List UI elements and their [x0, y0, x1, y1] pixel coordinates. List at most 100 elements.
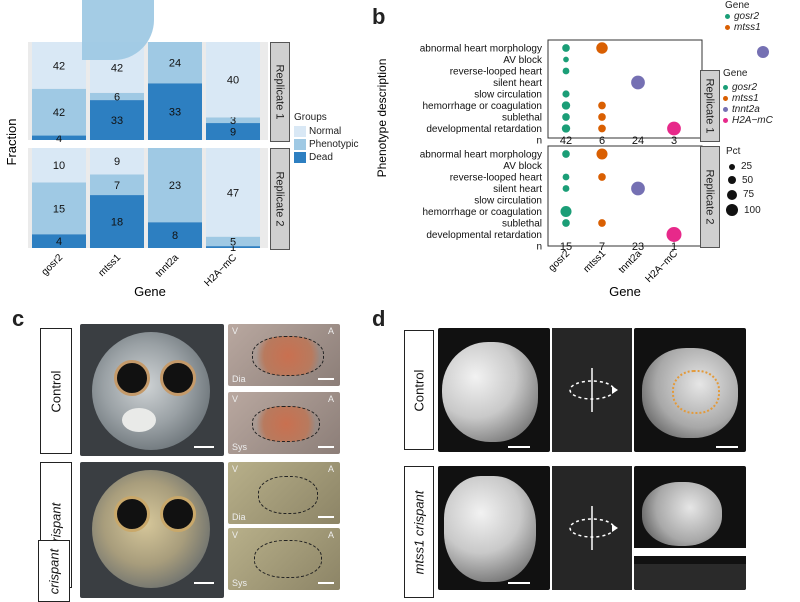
dot-point	[596, 42, 608, 54]
bar-value-label: 40	[227, 75, 239, 87]
bar-value-label: 6	[114, 91, 120, 103]
rotate-arrow-icon	[569, 506, 618, 550]
pct-legend: Pct 25 50 75 100	[726, 146, 800, 218]
row-label-text: mtss1 crispant	[411, 490, 427, 574]
heart-image-control-diastole: V A Dia	[228, 324, 340, 386]
dot-point	[562, 219, 570, 227]
bar-value-label: 7	[114, 180, 120, 192]
bar-segment	[148, 222, 202, 248]
legend: Groups Normal Phenotypic Dead	[294, 112, 360, 165]
legend-label: gosr2	[734, 11, 760, 22]
legend-item: Dead	[294, 152, 360, 163]
dot-point	[562, 90, 570, 98]
dot-point	[598, 113, 606, 121]
facet-label: Replicate 1	[274, 64, 287, 120]
y-tick-label: sublethal	[502, 113, 542, 124]
y-tick-label: reverse-looped heart	[450, 67, 542, 78]
facet-label: Replicate 1	[704, 78, 717, 134]
rotation-diagram-crispant	[552, 466, 632, 590]
bar-segment	[32, 88, 86, 136]
legend-item: H2A−mC	[723, 115, 800, 126]
bar-segment	[206, 148, 260, 237]
heart-image-crispant-systole: V A Sys	[228, 528, 340, 590]
bar-value-label: 33	[169, 107, 181, 119]
y-tick-label: sublethal	[502, 219, 542, 230]
bar-segment	[206, 42, 260, 118]
y-tick-label: silent heart	[493, 184, 542, 195]
legend-size-dot	[729, 163, 735, 170]
legend-dot	[723, 107, 728, 112]
dot-point	[667, 121, 681, 136]
bar-value-label: 42	[53, 107, 65, 119]
legend-size-dot	[726, 204, 738, 216]
bar-value-label: 3	[230, 115, 236, 127]
x-axis-label: Gene	[609, 284, 641, 299]
bar-value-label: 42	[111, 62, 123, 74]
y-tick-label: abnormal heart morphology	[420, 150, 542, 161]
facet-strip-replicate-2: Replicate 2	[270, 148, 290, 250]
dot-point	[560, 205, 572, 218]
row-label-text: Control	[48, 370, 64, 412]
bar-segment	[32, 182, 86, 235]
bar-value-label: 9	[230, 127, 236, 139]
row-label-text: crispant	[46, 548, 62, 594]
embryo-image-control	[80, 324, 224, 456]
bar-segment	[32, 42, 86, 89]
panel-letter: c	[12, 306, 25, 331]
bar-value-label: 9	[114, 156, 120, 168]
legend-swatch	[294, 152, 306, 163]
legend-item: mtss1	[723, 93, 800, 104]
bar-segment	[90, 100, 144, 140]
dot-point	[561, 124, 571, 133]
legend-item: 25	[726, 160, 800, 173]
dot-point	[666, 227, 682, 242]
atrium-label: A	[327, 394, 334, 404]
x-tick-label: mtss1	[96, 252, 123, 279]
legend-item: 75	[726, 187, 800, 202]
bar-segment	[206, 117, 260, 124]
y-tick-label: slow circulation	[474, 196, 542, 207]
facet-strip-replicate-2: Replicate 2	[700, 146, 720, 248]
bar-segment	[148, 148, 202, 223]
dot-point	[596, 148, 608, 160]
y-tick-label: hemorrhage or coagulation	[422, 101, 542, 112]
y-tick-label: AV block	[503, 161, 543, 172]
y-tick-label: n	[536, 136, 542, 147]
legend-title: Groups	[294, 112, 327, 123]
legend-item: 50	[726, 173, 800, 187]
legend-title: Pct	[726, 146, 741, 157]
gene-legend: Gene gosr2 mtss1 tnnt2a H2A−mC	[723, 68, 800, 126]
facet-strip-replicate-1: Replicate 1	[700, 70, 720, 142]
legend-label: 50	[742, 174, 754, 186]
ventricle-label: V	[232, 394, 239, 404]
atrium-label: A	[327, 464, 334, 474]
legend-dot	[723, 118, 728, 123]
legend-label: Phenotypic	[309, 139, 359, 150]
panel-letter: b	[372, 4, 386, 29]
ventricle-label: V	[232, 464, 239, 474]
legend-size-dot	[727, 189, 737, 200]
y-tick-label: AV block	[503, 55, 543, 66]
phase-label: Sys	[232, 442, 248, 452]
phase-label: Sys	[232, 578, 248, 588]
bar-value-label: 18	[111, 217, 123, 229]
heart-3d-section-control	[634, 328, 746, 452]
heart-3d-render-control	[438, 328, 550, 452]
dot-point	[598, 173, 606, 181]
y-tick-label: n	[536, 242, 542, 253]
legend-dot	[725, 14, 730, 19]
rotate-arrow-icon	[569, 368, 618, 412]
bar-segment	[90, 148, 144, 175]
bar-segment	[206, 246, 260, 248]
legend-label: mtss1	[732, 93, 759, 104]
bar-value-label: 1	[230, 242, 236, 254]
facet-label: Replicate 2	[274, 171, 287, 227]
legend-item: 100	[726, 202, 800, 218]
legend-item: mtss1	[725, 22, 800, 33]
legend-label: Dead	[309, 152, 333, 163]
y-tick-label: reverse-looped heart	[450, 173, 542, 184]
n-count-label: 3	[671, 135, 677, 147]
bar-value-label: 42	[53, 60, 65, 72]
legend-item: gosr2	[723, 82, 800, 93]
legend-size-dot	[728, 176, 736, 184]
